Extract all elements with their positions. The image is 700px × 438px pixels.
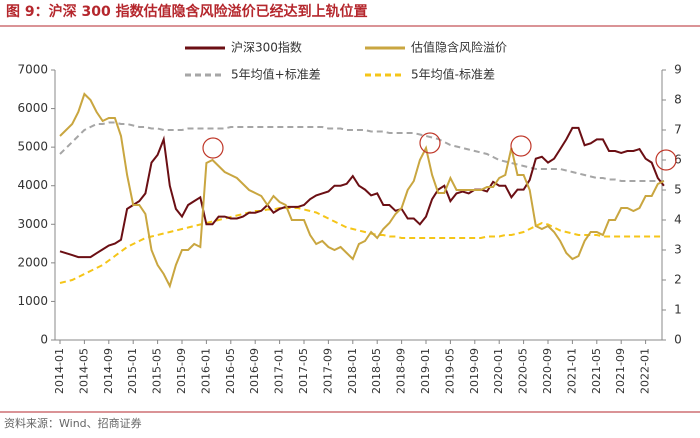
y-tick-label: 3000: [17, 217, 48, 231]
x-tick-label: 2017-05: [297, 348, 310, 394]
x-tick-label: 2019-05: [443, 348, 456, 394]
highlight-circle: [655, 149, 677, 171]
x-tick-label: 2021-09: [614, 348, 627, 394]
y-tick-label: 2000: [17, 255, 48, 269]
chart-title: 图 9：沪深 300 指数估值隐含风险溢价已经达到上轨位置: [6, 3, 368, 20]
x-tick-label: 2019-01: [419, 348, 432, 394]
y2-tick-label: 3: [674, 243, 682, 257]
x-tick-label: 2015-09: [175, 348, 188, 394]
y-tick-label: 0: [40, 333, 48, 347]
x-tick-label: 2016-09: [248, 348, 261, 394]
x-tick-label: 2021-01: [565, 348, 578, 394]
x-tick-label: 2018-01: [346, 348, 359, 394]
x-tick-label: 2018-09: [395, 348, 408, 394]
x-tick-label: 2018-05: [370, 348, 383, 394]
x-tick-label: 2017-01: [273, 348, 286, 394]
y2-tick-label: 1: [674, 303, 682, 317]
y2-tick-label: 5: [674, 183, 682, 197]
y-tick-label: 5000: [17, 140, 48, 154]
highlight-circles: [202, 132, 677, 171]
x-tick-label: 2014-01: [53, 348, 66, 394]
y-tick-label: 4000: [17, 178, 48, 192]
x-tick-label: 2020-01: [492, 348, 505, 394]
highlight-circle: [510, 135, 532, 157]
x-tick-label: 2020-05: [517, 348, 530, 394]
legend-label: 估值隐含风险溢价: [411, 40, 507, 55]
y-tick-label: 7000: [17, 63, 48, 77]
highlight-circle: [419, 132, 441, 154]
y2-tick-label: 0: [674, 333, 682, 347]
legend-label: 5年均值+标准差: [231, 67, 321, 82]
y-tick-label: 1000: [17, 294, 48, 308]
series-line: [59, 207, 664, 284]
y2-tick-label: 6: [674, 153, 682, 167]
y2-tick-label: 9: [674, 63, 682, 77]
series-line: [59, 126, 665, 259]
x-tick-label: 2020-09: [541, 348, 554, 394]
x-tick-label: 2016-05: [224, 348, 237, 394]
series-line: [59, 92, 665, 289]
legend-label: 5年均值-标准差: [411, 67, 495, 82]
x-tick-label: 2019-09: [468, 348, 481, 394]
highlight-circle: [202, 137, 224, 159]
source: 资料来源：Wind、招商证券: [4, 416, 142, 430]
y2-tick-label: 8: [674, 93, 682, 107]
x-tick-label: 2014-05: [77, 348, 90, 394]
x-tick-label: 2022-01: [639, 348, 652, 394]
y2-tick-label: 2: [674, 273, 682, 287]
y-tick-label: 6000: [17, 101, 48, 115]
legend-label: 沪深300指数: [231, 40, 302, 55]
x-tick-label: 2015-01: [126, 348, 139, 394]
y2-tick-label: 4: [674, 213, 682, 227]
x-tick-label: 2015-05: [151, 348, 164, 394]
x-tick-label: 2017-09: [321, 348, 334, 394]
y2-tick-label: 7: [674, 123, 682, 137]
x-tick-label: 2016-01: [199, 348, 212, 394]
series-line: [59, 121, 664, 182]
x-tick-label: 2021-05: [590, 348, 603, 394]
x-tick-label: 2014-09: [102, 348, 115, 394]
